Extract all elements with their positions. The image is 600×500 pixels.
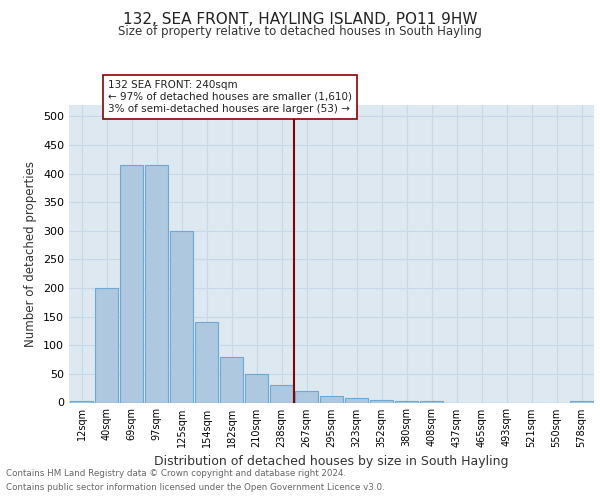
Bar xyxy=(170,231,193,402)
Bar xyxy=(145,165,168,402)
Bar xyxy=(195,322,218,402)
Y-axis label: Number of detached properties: Number of detached properties xyxy=(25,161,37,347)
Bar xyxy=(370,400,393,402)
Text: Size of property relative to detached houses in South Hayling: Size of property relative to detached ho… xyxy=(118,25,482,38)
Bar xyxy=(395,401,418,402)
Bar xyxy=(245,374,268,402)
Bar xyxy=(270,386,293,402)
Text: 132 SEA FRONT: 240sqm
← 97% of detached houses are smaller (1,610)
3% of semi-de: 132 SEA FRONT: 240sqm ← 97% of detached … xyxy=(108,80,352,114)
Text: 132, SEA FRONT, HAYLING ISLAND, PO11 9HW: 132, SEA FRONT, HAYLING ISLAND, PO11 9HW xyxy=(123,12,477,28)
Bar xyxy=(345,398,368,402)
Bar xyxy=(120,165,143,402)
X-axis label: Distribution of detached houses by size in South Hayling: Distribution of detached houses by size … xyxy=(154,455,509,468)
Bar xyxy=(95,288,118,403)
Bar xyxy=(295,391,318,402)
Bar xyxy=(320,396,343,402)
Text: Contains HM Land Registry data © Crown copyright and database right 2024.: Contains HM Land Registry data © Crown c… xyxy=(6,468,346,477)
Bar xyxy=(220,356,243,403)
Text: Contains public sector information licensed under the Open Government Licence v3: Contains public sector information licen… xyxy=(6,484,385,492)
